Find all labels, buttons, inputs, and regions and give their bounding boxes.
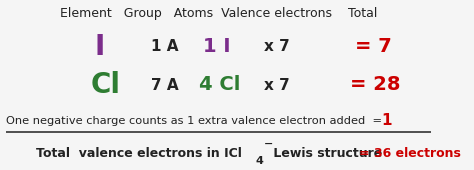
Text: Total  valence electrons in ICl: Total valence electrons in ICl <box>36 147 242 160</box>
Text: 7 A: 7 A <box>151 78 179 92</box>
Text: −: − <box>264 139 273 149</box>
Text: x 7: x 7 <box>264 78 290 92</box>
Text: I: I <box>95 32 105 61</box>
Text: 4: 4 <box>256 156 264 166</box>
Text: x 7: x 7 <box>264 39 290 54</box>
Text: 1 A: 1 A <box>151 39 179 54</box>
Text: = 36 electrons: = 36 electrons <box>359 147 461 160</box>
Text: Cl: Cl <box>90 71 120 99</box>
Text: = 28: = 28 <box>350 75 401 95</box>
Text: 1 I: 1 I <box>203 37 230 56</box>
Text: Element   Group   Atoms  Valence electrons    Total: Element Group Atoms Valence electrons To… <box>60 7 377 20</box>
Text: 1: 1 <box>381 113 392 129</box>
Text: 4 Cl: 4 Cl <box>199 75 240 95</box>
Text: One negative charge counts as 1 extra valence electron added  =: One negative charge counts as 1 extra va… <box>6 116 382 126</box>
Text: Lewis structure: Lewis structure <box>269 147 383 160</box>
Text: = 7: = 7 <box>355 37 392 56</box>
